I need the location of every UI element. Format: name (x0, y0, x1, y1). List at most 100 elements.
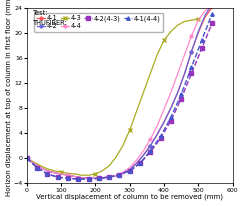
4-2(4-3) (139, 162, 142, 165)
4-1 (60, 173, 63, 175)
Y-axis label: Horizon displacement at top of column in first floor (mm): Horizon displacement at top of column in… (6, 0, 12, 195)
4-3 (149, 72, 152, 75)
4-1(4-4) (180, 93, 183, 95)
4-2 (156, 133, 159, 136)
4-3 (197, 18, 200, 20)
4-2 (25, 157, 28, 159)
4-2(4-3) (118, 173, 121, 176)
4-1 (46, 170, 49, 172)
4-1 (197, 32, 200, 34)
4-4 (128, 166, 131, 169)
4-2(4-3) (128, 170, 131, 172)
4-3 (60, 171, 63, 173)
4-2 (53, 171, 56, 174)
4-1(4-4) (56, 176, 59, 178)
4-1(4-4) (67, 177, 70, 180)
4-2 (176, 91, 179, 94)
4-1(4-4) (200, 39, 203, 41)
4-2 (73, 175, 76, 178)
4-3 (156, 53, 159, 56)
4-1 (101, 177, 104, 179)
4-2(4-3) (211, 22, 214, 25)
4-3 (176, 24, 179, 26)
4-3 (39, 165, 42, 167)
4-1 (135, 162, 138, 165)
4-2(4-3) (180, 97, 183, 100)
4-1 (204, 16, 207, 18)
4-1 (163, 121, 165, 123)
4-3 (46, 168, 49, 170)
4-4 (108, 176, 111, 178)
Line: 4-1: 4-1 (25, 6, 214, 180)
Text: THUFIBER:: THUFIBER: (33, 20, 67, 26)
Legend: 4-1, 4-2, 4-3, 4-4, 4-2(4-3), 4-1(4-4): 4-1, 4-2, 4-3, 4-4, 4-2(4-3), 4-1(4-4) (34, 13, 163, 32)
Line: 4-2(4-3): 4-2(4-3) (25, 21, 214, 181)
4-3 (122, 144, 124, 147)
4-1(4-4) (46, 173, 49, 175)
4-2(4-3) (190, 72, 193, 75)
4-1 (149, 144, 152, 147)
4-1 (176, 91, 179, 94)
4-3 (135, 110, 138, 112)
4-4 (197, 19, 200, 21)
4-3 (67, 172, 70, 174)
4-3 (108, 165, 111, 167)
4-1 (73, 175, 76, 178)
4-2(4-3) (46, 173, 49, 175)
4-2 (204, 14, 207, 16)
4-3 (73, 173, 76, 175)
4-1(4-4) (169, 116, 172, 119)
X-axis label: Vertical displacement of column to be removed (mm): Vertical displacement of column to be re… (36, 194, 223, 200)
4-1(4-4) (149, 150, 152, 152)
4-3 (87, 174, 90, 177)
4-2(4-3) (159, 137, 162, 139)
4-2(4-3) (108, 176, 111, 178)
4-2(4-3) (25, 157, 28, 159)
4-4 (32, 162, 35, 165)
4-2 (32, 162, 35, 165)
4-1 (169, 107, 172, 109)
4-3 (115, 156, 118, 158)
4-1 (128, 168, 131, 171)
4-3 (94, 173, 97, 175)
4-1 (67, 174, 70, 177)
4-2 (169, 107, 172, 109)
4-3 (190, 19, 193, 21)
4-1(4-4) (190, 66, 193, 68)
4-4 (39, 166, 42, 169)
4-2 (67, 174, 70, 177)
4-1 (25, 157, 28, 159)
4-4 (53, 171, 56, 174)
4-1 (94, 177, 97, 180)
4-1 (53, 171, 56, 174)
4-2(4-3) (97, 177, 100, 180)
4-4 (169, 91, 172, 94)
4-2 (142, 154, 145, 156)
4-3 (169, 30, 172, 33)
4-1(4-4) (97, 177, 100, 180)
4-1 (87, 177, 90, 180)
4-2(4-3) (67, 177, 70, 180)
4-1 (183, 72, 186, 75)
4-4 (101, 177, 104, 179)
4-1 (211, 6, 214, 9)
4-2(4-3) (149, 151, 152, 153)
4-4 (190, 35, 193, 37)
4-2 (46, 170, 49, 172)
4-4 (73, 175, 76, 178)
4-4 (163, 108, 165, 111)
4-3 (25, 157, 28, 159)
4-3 (53, 170, 56, 172)
4-2 (190, 50, 193, 53)
4-1 (115, 175, 118, 177)
4-2 (87, 177, 90, 180)
4-4 (87, 177, 90, 180)
4-1 (122, 172, 124, 174)
4-4 (156, 124, 159, 127)
4-4 (142, 150, 145, 152)
4-3 (142, 91, 145, 94)
4-2 (197, 30, 200, 33)
Text: Test:: Test: (33, 10, 48, 16)
4-1 (108, 176, 111, 178)
4-4 (135, 159, 138, 161)
